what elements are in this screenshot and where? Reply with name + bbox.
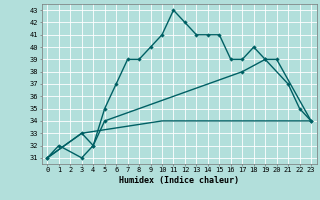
X-axis label: Humidex (Indice chaleur): Humidex (Indice chaleur) — [119, 176, 239, 185]
